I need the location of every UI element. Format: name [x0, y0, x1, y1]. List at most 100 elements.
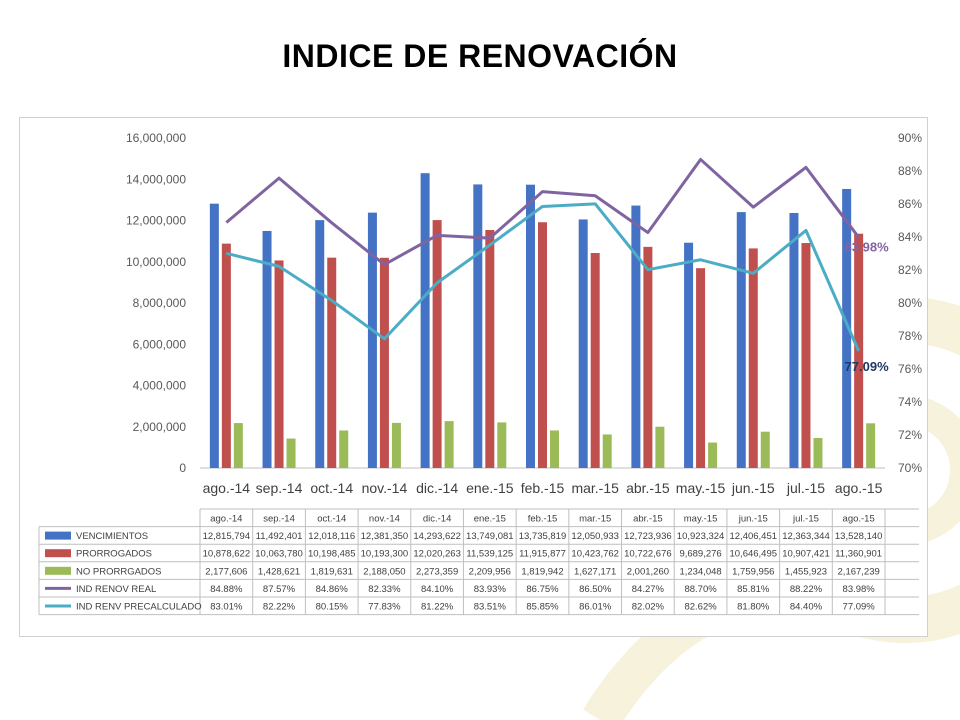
bar-no-prorrgados — [655, 426, 665, 468]
table-header-cell: abr.-15 — [633, 514, 663, 525]
table-data-cell: 87.57% — [263, 584, 296, 595]
table-series-name: PRORROGADOS — [76, 549, 152, 560]
y-axis-tick-label: 12,000,000 — [126, 214, 186, 228]
chart-svg: 0 2,000,000 4,000,000 6,000,000 8,000,000 10,… — [38, 131, 922, 616]
legend-key — [45, 531, 71, 540]
table-header-cell: ene.-15 — [474, 514, 506, 525]
table-data-cell: 10,722,676 — [624, 549, 672, 560]
y-axis-tick-label: 10,000,000 — [126, 255, 186, 269]
y2-axis-tick-label: 82% — [898, 263, 922, 277]
table-data-cell: 13,749,081 — [466, 531, 514, 542]
table-data-cell: 13,735,819 — [519, 531, 567, 542]
bar-prorrogados — [590, 253, 600, 468]
table-data-cell: 1,234,048 — [679, 566, 721, 577]
bar-vencimientos — [367, 212, 377, 468]
table-series-name: NO PRORRGADOS — [76, 566, 162, 577]
table-header-cell: ago.-15 — [843, 514, 875, 525]
bar-prorrogados — [801, 243, 811, 468]
y-axis-tick-label: 2,000,000 — [133, 420, 187, 434]
table-data-cell: 83.98% — [843, 584, 876, 595]
table-data-cell: 9,689,276 — [679, 549, 721, 560]
y-axis-tick-label: 8,000,000 — [133, 296, 187, 310]
table-data-cell: 10,923,324 — [677, 531, 725, 542]
bar-no-prorrgados — [497, 422, 507, 468]
table-data-cell: 11,539,125 — [466, 549, 513, 560]
table-data-cell: 11,915,877 — [519, 549, 566, 560]
bar-no-prorrgados — [391, 422, 401, 468]
table-data-cell: 2,001,260 — [627, 566, 669, 577]
table-data-cell: 88.22% — [790, 584, 823, 595]
bar-prorrogados — [379, 257, 389, 468]
table-data-cell: 82.33% — [368, 584, 401, 595]
y2-axis-tick-label: 76% — [898, 362, 922, 376]
table-data-cell: 85.85% — [526, 602, 559, 613]
table-data-cell: 1,819,942 — [521, 566, 563, 577]
x-axis-tick-label: ene.-15 — [466, 480, 514, 496]
table-data-cell: 2,167,239 — [838, 566, 880, 577]
y-axis-tick-label: 14,000,000 — [126, 172, 186, 186]
legend-key — [45, 566, 71, 575]
table-data-cell: 86.50% — [579, 584, 612, 595]
table-data-cell: 12,050,933 — [571, 531, 619, 542]
y-axis-tick-label: 16,000,000 — [126, 131, 186, 145]
x-axis-tick-label: ago.-14 — [203, 480, 251, 496]
y2-axis-tick-label: 74% — [898, 395, 922, 409]
table-data-cell: 80.15% — [316, 602, 349, 613]
table-data-cell: 88.70% — [684, 584, 717, 595]
y2-axis-tick-label: 72% — [898, 428, 922, 442]
table-data-cell: 82.22% — [263, 602, 296, 613]
table-data-cell: 10,423,762 — [571, 549, 619, 560]
x-axis-tick-label: feb.-15 — [521, 480, 565, 496]
table-data-cell: 83.01% — [210, 602, 243, 613]
table-data-cell: 10,878,622 — [203, 549, 251, 560]
y2-axis-tick-label: 70% — [898, 461, 922, 475]
legend-key — [45, 549, 71, 558]
table-data-cell: 84.86% — [316, 584, 349, 595]
table-data-cell: 86.75% — [526, 584, 559, 595]
table-series-name: IND RENV PRECALCULADO — [76, 602, 202, 613]
bar-no-prorrgados — [602, 434, 612, 468]
table-data-cell: 85.81% — [737, 584, 770, 595]
x-axis-tick-label: ago.-15 — [835, 480, 883, 496]
y2-axis-tick-label: 78% — [898, 329, 922, 343]
bar-prorrogados — [643, 246, 653, 468]
table-header-cell: jul.-15 — [792, 514, 819, 525]
table-header-cell: sep.-14 — [263, 514, 295, 525]
table-header-cell: mar.-15 — [579, 514, 611, 525]
bar-vencimientos — [420, 173, 430, 469]
table-data-cell: 1,819,631 — [311, 566, 353, 577]
bar-prorrogados — [696, 268, 706, 468]
bar-no-prorrgados — [286, 438, 296, 468]
table-data-cell: 2,188,050 — [363, 566, 405, 577]
bar-vencimientos — [684, 242, 694, 468]
table-data-cell: 1,455,923 — [785, 566, 827, 577]
table-data-cell: 12,381,350 — [361, 531, 409, 542]
table-data-cell: 14,293,622 — [413, 531, 461, 542]
table-data-cell: 13,528,140 — [835, 531, 883, 542]
bar-no-prorrgados — [866, 423, 876, 468]
table-series-name: IND RENOV REAL — [76, 584, 156, 595]
bar-no-prorrgados — [550, 430, 559, 468]
bar-vencimientos — [578, 219, 588, 468]
y2-axis-tick-label: 88% — [898, 164, 922, 178]
table-data-cell: 84.27% — [632, 584, 665, 595]
bar-prorrogados — [327, 257, 337, 468]
bar-prorrogados — [432, 220, 442, 468]
table-data-cell: 11,492,401 — [256, 531, 303, 542]
table-data-cell: 12,406,451 — [729, 531, 777, 542]
y2-axis-tick-label: 80% — [898, 296, 922, 310]
bar-vencimientos — [789, 213, 799, 468]
table-data-cell: 11,360,901 — [835, 549, 882, 560]
bar-vencimientos — [262, 230, 272, 468]
x-axis-tick-label: mar.-15 — [571, 480, 619, 496]
x-axis-tick-label: may.-15 — [676, 480, 726, 496]
table-data-cell: 81.80% — [737, 602, 770, 613]
bar-prorrogados — [485, 230, 495, 468]
bar-prorrogados — [274, 260, 284, 468]
y2-axis-tick-label: 86% — [898, 197, 922, 211]
data-annotation-label: 77.09% — [845, 359, 890, 374]
table-data-cell: 1,428,621 — [258, 566, 300, 577]
table-data-cell: 1,627,171 — [574, 566, 616, 577]
bar-vencimientos — [631, 205, 641, 468]
table-header-cell: jun.-15 — [738, 514, 768, 525]
